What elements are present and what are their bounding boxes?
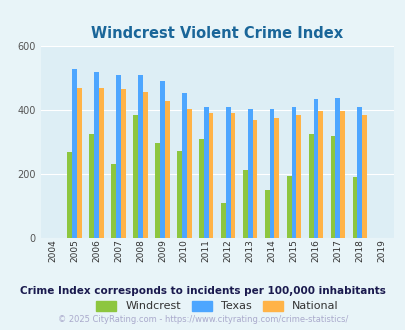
Bar (296, 115, 301, 238)
Bar (138, 75, 143, 238)
Bar (352, 177, 356, 238)
Bar (330, 136, 335, 238)
Bar (356, 108, 361, 238)
Bar (361, 115, 366, 238)
Bar (335, 98, 339, 238)
Bar (72, 69, 77, 238)
Bar (230, 113, 235, 238)
Bar (220, 203, 225, 238)
Bar (121, 89, 126, 238)
Bar (89, 134, 94, 238)
Bar (339, 111, 344, 238)
Bar (116, 75, 121, 238)
Bar (67, 152, 72, 238)
Bar (155, 143, 160, 238)
Bar (264, 190, 269, 238)
Bar (198, 139, 203, 238)
Bar (203, 108, 208, 238)
Bar (269, 109, 274, 238)
Text: © 2025 CityRating.com - https://www.cityrating.com/crime-statistics/: © 2025 CityRating.com - https://www.city… (58, 315, 347, 324)
Bar (94, 72, 99, 238)
Bar (164, 101, 169, 238)
Bar (143, 92, 147, 238)
Bar (99, 88, 104, 238)
Bar (111, 164, 116, 238)
Bar (242, 170, 247, 238)
Bar (308, 134, 313, 238)
Bar (318, 111, 322, 238)
Bar (160, 81, 164, 238)
Bar (177, 151, 181, 238)
Bar (225, 108, 230, 238)
Bar (291, 107, 296, 238)
Legend: Windcrest, Texas, National: Windcrest, Texas, National (96, 301, 337, 311)
Title: Windcrest Violent Crime Index: Windcrest Violent Crime Index (91, 26, 342, 41)
Bar (252, 120, 257, 238)
Bar (181, 93, 186, 238)
Bar (247, 109, 252, 238)
Text: Crime Index corresponds to incidents per 100,000 inhabitants: Crime Index corresponds to incidents per… (20, 286, 385, 296)
Bar (133, 115, 138, 238)
Bar (286, 176, 291, 238)
Bar (186, 109, 191, 238)
Bar (77, 88, 82, 238)
Bar (274, 118, 279, 238)
Bar (313, 99, 318, 238)
Bar (208, 113, 213, 238)
